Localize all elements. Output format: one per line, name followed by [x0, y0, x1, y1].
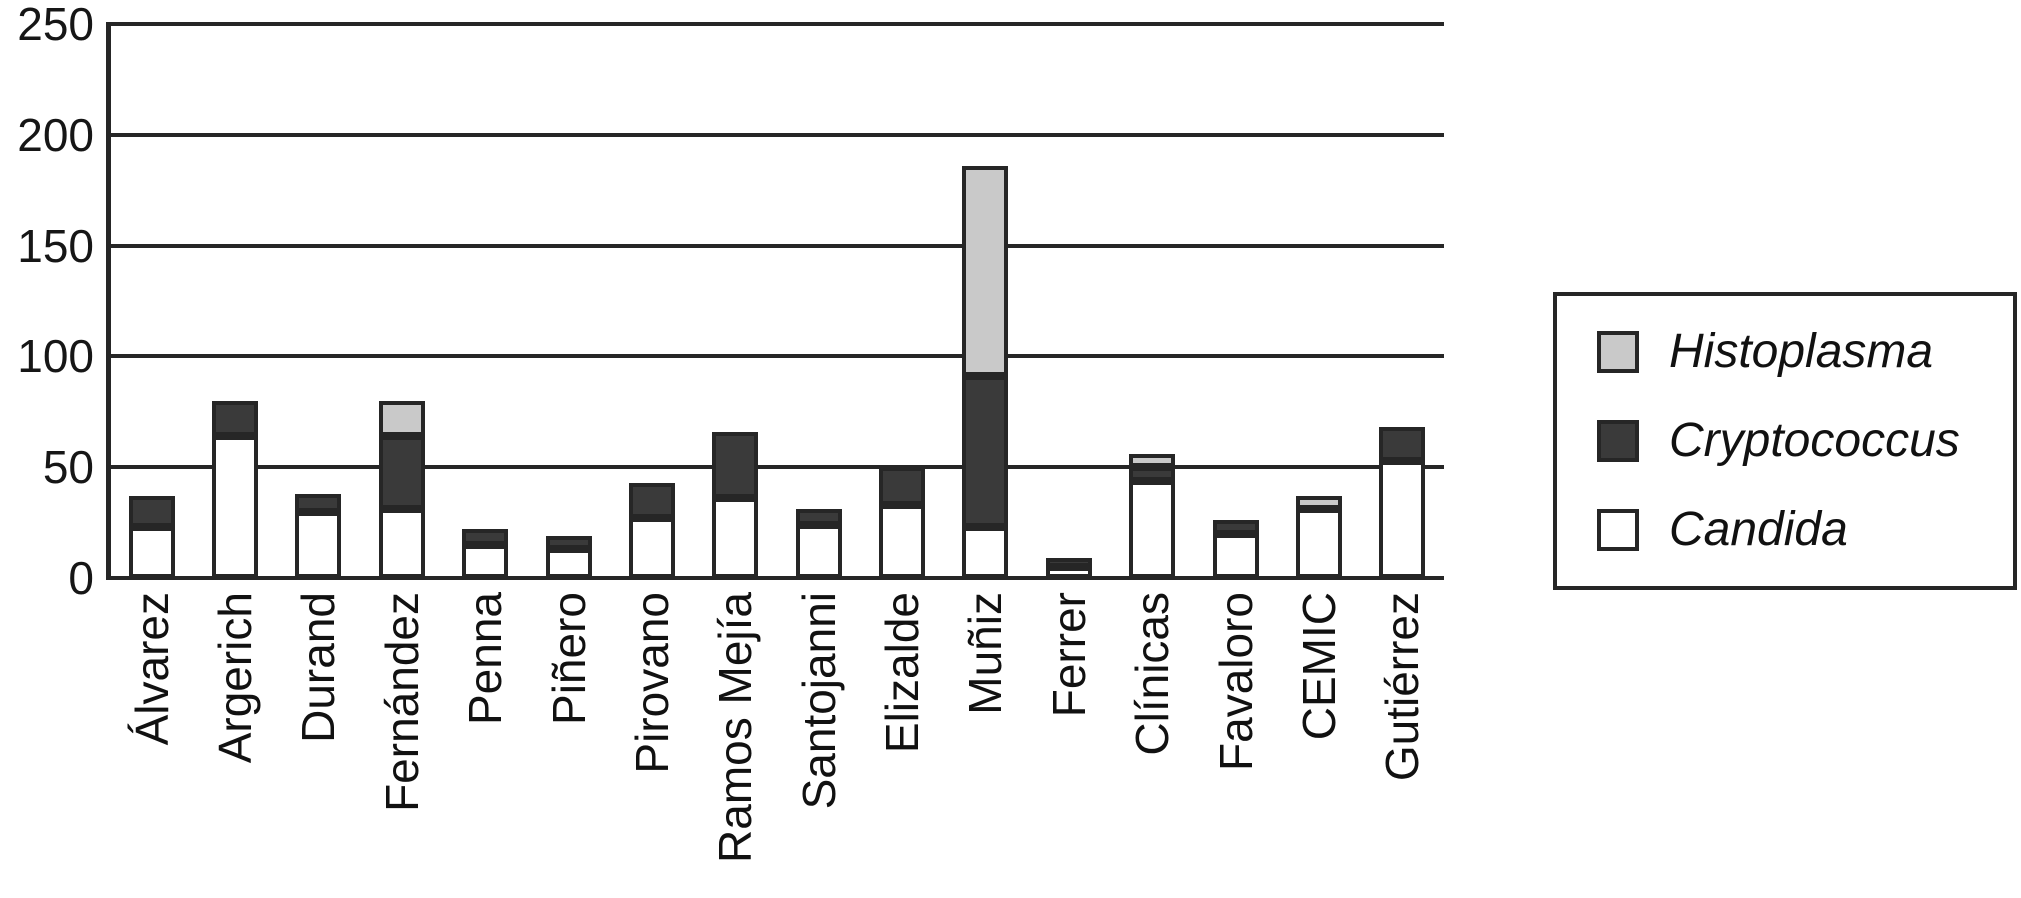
- gridline-50: [110, 465, 1444, 470]
- bar-segment-candida-cemic: [1295, 509, 1342, 578]
- bar-segment-histoplasma-cl-nicas: [1129, 453, 1176, 468]
- bar-segment-cryptococcus-ferrer: [1045, 558, 1092, 567]
- x-axis-label-wrap: Santojanni: [777, 592, 860, 892]
- gridline-250: [110, 22, 1444, 26]
- bar-segment-cryptococcus-penna: [462, 529, 509, 545]
- bar-segment-cryptococcus-argerich: [212, 400, 259, 437]
- legend-label-candida: Candida: [1669, 502, 1848, 556]
- bar-segment-candida-ramos-mej-a: [712, 498, 759, 578]
- x-axis-label-wrap: Pirovano: [610, 592, 693, 892]
- bar-segment-candida-ferrer: [1045, 566, 1092, 578]
- gridline-100: [110, 354, 1444, 359]
- bar-segment-candida-penna: [462, 544, 509, 578]
- bar-segment-cryptococcus-guti-rrez: [1379, 427, 1426, 461]
- bar-segment-candida-elizalde: [879, 504, 926, 578]
- x-axis-label-wrap: Elizalde: [860, 592, 943, 892]
- x-axis-label-fern-ndez: Fernández: [375, 592, 428, 812]
- bar-segment-cryptococcus--lvarez: [128, 496, 175, 528]
- bar-segment-candida--lvarez: [128, 527, 175, 578]
- x-axis-label-ferrer: Ferrer: [1042, 592, 1095, 718]
- y-tick-label-100: 100: [17, 330, 94, 383]
- x-axis-label-cl-nicas: Clínicas: [1126, 592, 1179, 756]
- x-axis-label-pirovano: Pirovano: [625, 592, 678, 774]
- x-axis-label-pi-ero: Piñero: [542, 592, 595, 725]
- x-axis-label-wrap: Clínicas: [1111, 592, 1194, 892]
- bar-segment-cryptococcus-cl-nicas: [1129, 467, 1176, 481]
- gridline-200: [110, 132, 1444, 137]
- bar-segment-histoplasma-fern-ndez: [378, 400, 425, 437]
- gridline-0: [110, 576, 1444, 580]
- bar-segment-cryptococcus-durand: [295, 493, 342, 512]
- bar-segment-cryptococcus-ramos-mej-a: [712, 431, 759, 499]
- histoplasma-swatch-icon: [1597, 331, 1639, 374]
- x-axis-label-elizalde: Elizalde: [876, 592, 929, 754]
- bar-segment-candida-durand: [295, 511, 342, 578]
- x-axis-label-ramos-mej-a: Ramos Mejía: [709, 592, 762, 863]
- gridline-150: [110, 243, 1444, 248]
- bar-segment-histoplasma-cemic: [1295, 496, 1342, 510]
- bar-segment-cryptococcus-mu-iz: [962, 376, 1009, 528]
- x-axis-label-wrap: CEMIC: [1277, 592, 1360, 892]
- x-axis-label-cemic: CEMIC: [1292, 592, 1345, 741]
- bar-segment-cryptococcus-pi-ero: [545, 535, 592, 550]
- x-axis-label-wrap: Muñiz: [944, 592, 1027, 892]
- legend: Histoplasma Cryptococcus Candida: [1553, 292, 2017, 590]
- x-axis-label-wrap: Ramos Mejía: [694, 592, 777, 892]
- bar-segment-cryptococcus-favaloro: [1212, 520, 1259, 534]
- x-axis-label-wrap: Penna: [444, 592, 527, 892]
- bar-segment-candida-fern-ndez: [378, 509, 425, 578]
- y-tick-label-0: 0: [68, 552, 94, 604]
- legend-label-cryptococcus: Cryptococcus: [1669, 413, 1960, 467]
- legend-item-cryptococcus: Cryptococcus: [1597, 413, 2003, 467]
- y-tick-label-250: 250: [17, 0, 94, 50]
- bar-segment-candida-pirovano: [628, 518, 675, 578]
- bar-segment-cryptococcus-pirovano: [628, 482, 675, 519]
- x-axis-label-durand: Durand: [292, 592, 345, 743]
- cryptococcus-swatch-icon: [1597, 419, 1639, 462]
- y-tick-label-150: 150: [17, 219, 94, 272]
- bar-segment-candida-pi-ero: [545, 549, 592, 578]
- x-axis-label-wrap: Durand: [277, 592, 360, 892]
- bar-segment-histoplasma-mu-iz: [962, 165, 1009, 377]
- x-axis-label-wrap: Gutiérrez: [1361, 592, 1444, 892]
- y-tick-label-200: 200: [17, 108, 94, 161]
- candida-swatch-icon: [1597, 508, 1639, 551]
- y-tick-label-50: 50: [42, 441, 94, 494]
- bar-segment-candida-santojanni: [795, 524, 842, 578]
- x-axis-label-penna: Penna: [459, 592, 512, 726]
- x-axis-label-wrap: Piñero: [527, 592, 610, 892]
- plot-area: [110, 22, 1444, 580]
- x-axis-label-argerich: Argerich: [209, 592, 262, 764]
- x-axis-label-wrap: Favaloro: [1194, 592, 1277, 892]
- x-axis-label--lvarez: Álvarez: [125, 592, 178, 746]
- x-axis-label-mu-iz: Muñiz: [959, 592, 1012, 715]
- bar-segment-candida-guti-rrez: [1379, 460, 1426, 578]
- x-axis-label-wrap: Álvarez: [110, 592, 193, 892]
- legend-item-histoplasma: Histoplasma: [1597, 328, 2003, 376]
- bar-segment-cryptococcus-santojanni: [795, 509, 842, 525]
- legend-label-histoplasma: Histoplasma: [1669, 325, 1934, 379]
- bar-segment-cryptococcus-elizalde: [879, 467, 926, 505]
- bar-segment-cryptococcus-fern-ndez: [378, 436, 425, 510]
- bar-segment-candida-cl-nicas: [1129, 480, 1176, 578]
- y-axis-line: [106, 22, 111, 580]
- x-axis-label-wrap: Argerich: [193, 592, 276, 892]
- x-axis-label-guti-rrez: Gutiérrez: [1376, 592, 1429, 782]
- legend-item-candida: Candida: [1597, 502, 2003, 556]
- x-axis-label-wrap: Fernández: [360, 592, 443, 892]
- x-axis-label-wrap: Ferrer: [1027, 592, 1110, 892]
- bar-segment-candida-argerich: [212, 436, 259, 578]
- x-axis-label-favaloro: Favaloro: [1209, 592, 1262, 771]
- x-axis-label-santojanni: Santojanni: [792, 592, 845, 810]
- bar-segment-candida-mu-iz: [962, 527, 1009, 578]
- bar-segment-candida-favaloro: [1212, 533, 1259, 578]
